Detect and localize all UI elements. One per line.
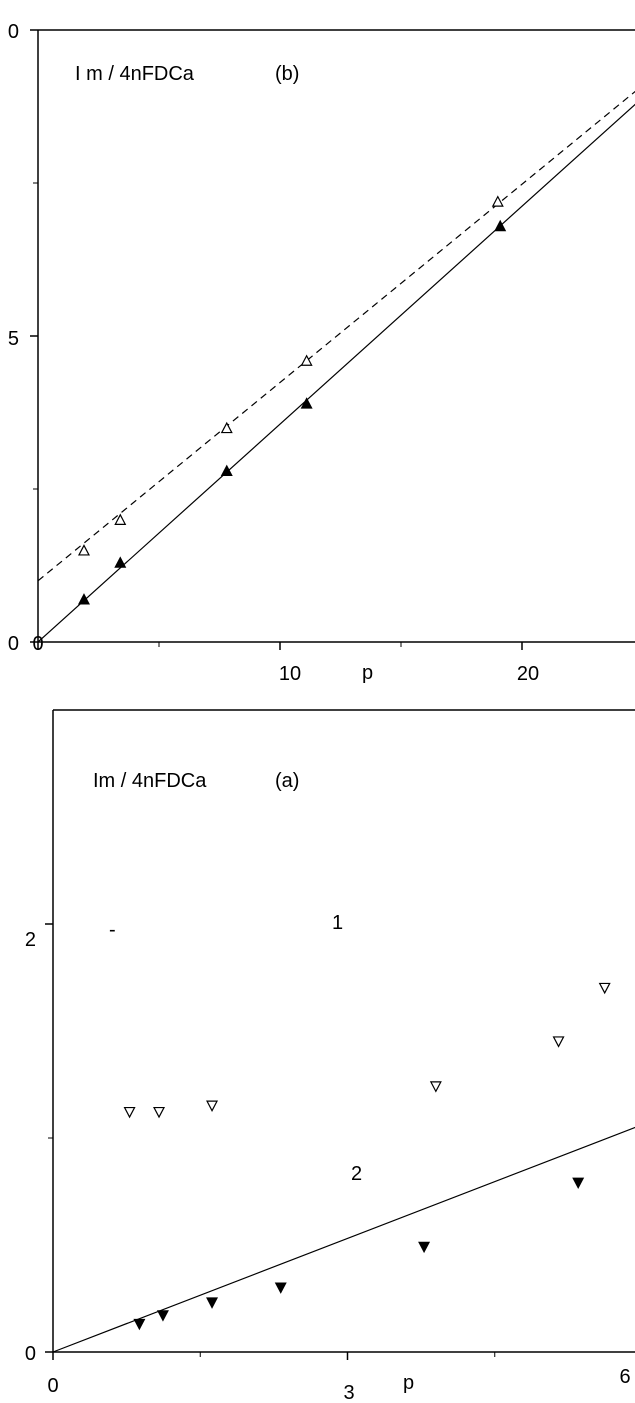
panel-b-series-1-point: [220, 421, 233, 434]
panel-b-x-tick-label: 0: [32, 633, 43, 655]
panel-a-series-1-point: [598, 982, 611, 995]
panel-a-marks: 12: [52, 912, 635, 1353]
panel-a-series-1-point: [552, 1036, 565, 1048]
panel-a-series-2-point: [133, 1318, 146, 1331]
panel-b-series-1-point: [114, 513, 127, 525]
panel-a-series-2-label: 2: [351, 1163, 362, 1185]
panel-a-series-2-point: [572, 1177, 585, 1189]
panel-b-marks: [37, 90, 635, 643]
panel-b-ylabel: I m / 4nFDCa: [75, 63, 195, 85]
panel-b-series-2-point: [494, 219, 507, 232]
panel-a-ticks: 0 3 6 0 2: [25, 923, 631, 1403]
panel-a-stray-mark: -: [109, 919, 116, 941]
panel-a-y-tick-label: 2: [25, 929, 36, 951]
panel-b-y-tick-label: 5: [8, 328, 19, 350]
panel-a-series-2-point: [418, 1241, 431, 1254]
panel-b-series-2-point: [300, 397, 313, 409]
panel-a-x-tick-label: 6: [619, 1366, 630, 1388]
panel-a-series-2-point: [274, 1282, 287, 1294]
panel-a-series-2-point: [156, 1310, 169, 1322]
panel-a-y-tick-label: 0: [25, 1343, 36, 1365]
panel-a-series-1-point: [123, 1106, 136, 1119]
panel-b-x-tick-label: 10: [279, 663, 301, 685]
panel-a-series-1-point: [429, 1081, 442, 1093]
panel-b-series-2-point: [114, 556, 127, 568]
panel-b-label: (b): [275, 63, 299, 85]
panel-b-series-1-point: [77, 544, 90, 556]
panel-a-series-1-label: 1: [332, 912, 343, 934]
panel-a-xlabel: p: [403, 1372, 414, 1394]
panel-b-series-1-point: [300, 354, 313, 366]
panel-b-y-tick-label: 0: [8, 21, 19, 43]
panel-a-label: (a): [275, 770, 299, 792]
panel-a-ylabel: Im / 4nFDCa: [93, 770, 207, 792]
panel-a-series-2-point: [206, 1297, 219, 1309]
panel-b-series-1-point: [491, 195, 504, 207]
panel-b-x-tick-label: 20: [517, 663, 539, 685]
panel-b-fit-line-solid: [37, 103, 635, 643]
panel-a-series-1-point: [206, 1100, 219, 1112]
panel-b-y-tick-label: 0: [8, 633, 19, 655]
panel-b: 0 10 20 0 5 0 I m / 4nFDCa (b) p: [8, 21, 635, 685]
panel-a-series-1-point: [153, 1106, 166, 1119]
panel-b-xlabel: p: [362, 662, 373, 684]
panel-a-x-tick-label: 0: [47, 1375, 58, 1397]
panel-a-fit-line-solid: [52, 1126, 635, 1353]
panel-b-fit-line-dashed: [37, 90, 635, 582]
panel-b-series-2-point: [77, 593, 90, 605]
panel-b-series-2-point: [220, 464, 233, 476]
panel-a-x-tick-label: 3: [343, 1382, 354, 1403]
panel-b-ticks: 0 10 20 0 5 0: [8, 21, 539, 685]
